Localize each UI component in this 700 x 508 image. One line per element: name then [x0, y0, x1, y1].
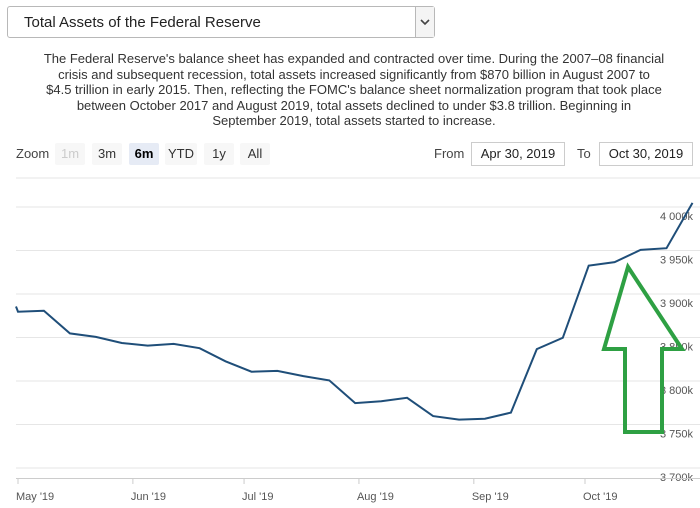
description-line: September 2019, total assets started to …: [212, 113, 496, 128]
x-tick-label: Aug '19: [357, 491, 394, 503]
range-from-label: From: [434, 146, 465, 161]
x-tick-label: Sep '19: [472, 491, 509, 503]
series-line: [15, 202, 694, 421]
x-tick-label: Jun '19: [131, 491, 166, 503]
description-line: between October 2017 and August 2019, to…: [76, 97, 632, 113]
x-tick-label: May '19: [16, 491, 54, 503]
y-tick-label: 4 000k: [660, 211, 694, 223]
up-arrow-annotation: [601, 262, 686, 434]
zoom-button-1y[interactable]: 1y: [204, 143, 234, 165]
range-to-label: To: [577, 146, 591, 161]
y-tick-label: 3 800k: [660, 385, 694, 397]
zoom-button-3m[interactable]: 3m: [92, 143, 122, 165]
zoom-button-6m[interactable]: 6m: [129, 143, 159, 165]
x-tick-label: Oct '19: [583, 491, 618, 503]
y-tick-label: 3 950k: [660, 255, 694, 267]
chevron-down-icon[interactable]: [415, 7, 434, 37]
y-tick-label: 3 750k: [660, 429, 694, 441]
chart-selector-dropdown[interactable]: Total Assets of the Federal Reserve: [7, 6, 435, 38]
description-line: The Federal Reserve's balance sheet has …: [43, 51, 665, 66]
range-from-input[interactable]: Apr 30, 2019: [471, 142, 565, 166]
description-line: $4.5 trillion in early 2015. Then, refle…: [46, 82, 662, 97]
zoom-button-1m[interactable]: 1m: [55, 143, 85, 165]
description-line: crisis and subsequent recession, total a…: [58, 66, 650, 82]
zoom-label: Zoom: [16, 146, 50, 161]
zoom-button-all[interactable]: All: [240, 143, 270, 165]
x-tick-label: Jul '19: [242, 491, 273, 503]
chart-selector-value: Total Assets of the Federal Reserve: [24, 14, 261, 31]
chart-description: The Federal Reserve's balance sheet has …: [20, 51, 688, 129]
zoom-button-ytd[interactable]: YTD: [165, 143, 197, 165]
range-to-input[interactable]: Oct 30, 2019: [599, 142, 693, 166]
y-tick-label: 3 900k: [660, 298, 694, 310]
